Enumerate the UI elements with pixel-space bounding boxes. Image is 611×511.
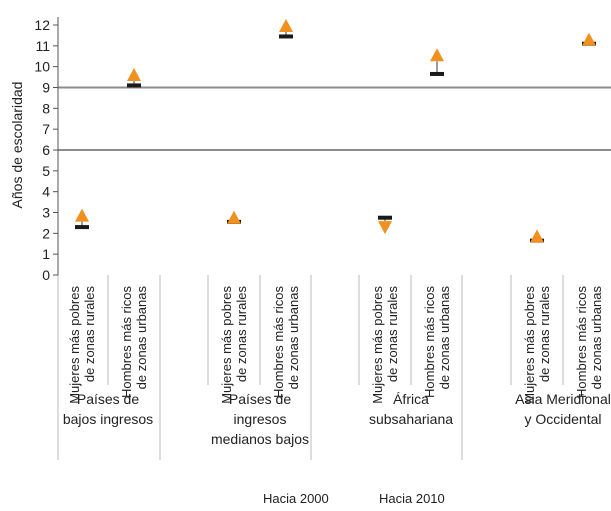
category-labels: Mujeres más pobresde zonas rurales Hombre… (67, 275, 604, 404)
y-tick-label: 8 (42, 100, 50, 116)
y-tick-label: 0 (42, 267, 50, 283)
y-axis-label: Años de escolaridad (9, 82, 25, 209)
marker-2000 (378, 215, 392, 220)
category-label: Hombres más ricosde zonas urbanas (422, 286, 452, 398)
marker-2000 (430, 71, 444, 76)
marker-2000 (127, 83, 141, 88)
y-tick-label: 7 (42, 121, 50, 137)
legend-item-2010: Hacia 2010 (373, 491, 445, 506)
marker-2010 (530, 229, 544, 243)
group-label: Países de ingresos medianos bajos (211, 391, 309, 447)
connectors (81, 32, 590, 243)
legend-item-2000: Hacia 2000 (257, 491, 329, 506)
marker-2010 (127, 68, 141, 81)
y-tick-label: 5 (42, 163, 50, 179)
y-tick-label: 10 (34, 59, 50, 75)
category-label: Mujeres más pobresde zonas rurales (370, 286, 400, 404)
category-label: Mujeres más pobresde zonas rurales (219, 286, 249, 404)
marker-2010 (582, 32, 596, 46)
legend: Hacia 2000 Hacia 2010 (0, 491, 611, 511)
data-marks (75, 19, 596, 243)
category-label: Mujeres más pobresde zonas rurales (522, 286, 552, 404)
y-tick-label: 11 (35, 38, 50, 54)
y-tick-label: 3 (42, 205, 50, 221)
y-tick-label: 2 (42, 225, 50, 241)
marker-2010 (378, 221, 392, 235)
category-label: Hombres más ricosde zonas urbanas (574, 286, 604, 398)
category-label: Hombres más ricosde zonas urbanas (271, 286, 301, 398)
y-tick-label: 12 (34, 17, 50, 33)
legend-label-2000: Hacia 2000 (263, 491, 329, 506)
y-tick-label: 1 (42, 246, 50, 262)
group-labels: Países de bajos ingresos Países de ingresos… (63, 385, 611, 460)
y-tick-label: 9 (42, 80, 50, 96)
legend-label-2010: Hacia 2010 (379, 491, 445, 506)
group-label: África subsahariana (369, 391, 453, 427)
marker-2000 (75, 225, 89, 230)
reference-lines (58, 86, 611, 151)
marker-2010 (279, 19, 293, 33)
y-tick-label: 6 (42, 142, 50, 158)
marker-2010 (430, 48, 444, 62)
group-label: Países de bajos ingresos (63, 391, 153, 427)
marker-2000 (279, 34, 293, 39)
y-tick-label: 4 (42, 184, 50, 200)
category-label: Mujeres más pobresde zonas rurales (67, 286, 97, 404)
marker-2010 (227, 210, 241, 224)
marker-2010 (75, 208, 89, 222)
group-label: Asia Meridional y Occidental (515, 391, 611, 427)
category-label: Hombres más ricosde zonas urbanas (119, 286, 149, 398)
